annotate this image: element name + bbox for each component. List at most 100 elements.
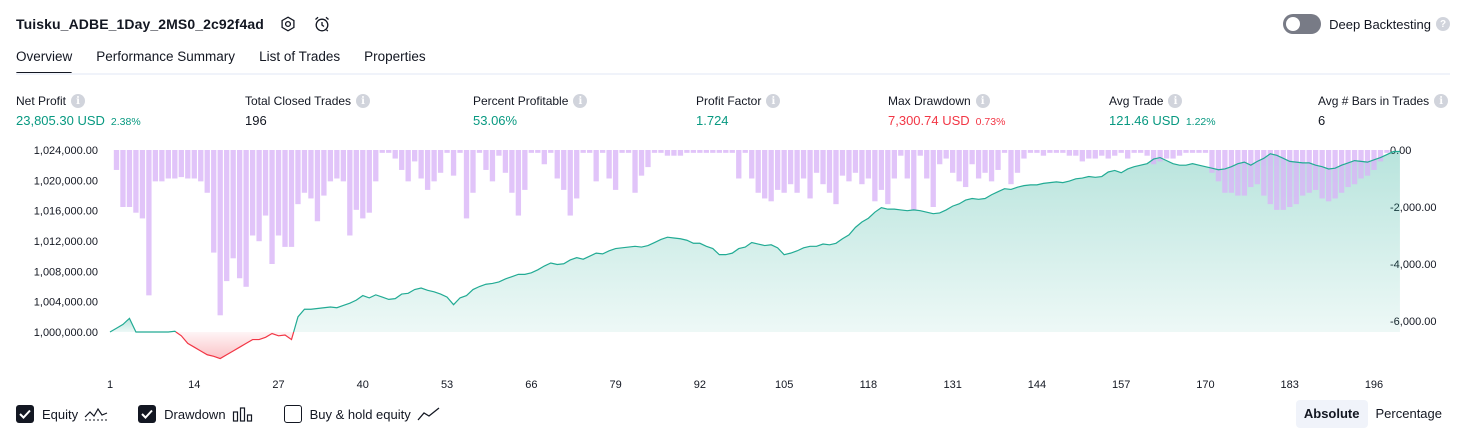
drawdown-bar xyxy=(1313,150,1319,190)
drawdown-bar xyxy=(995,150,1001,170)
metric-label: Max Drawdown xyxy=(888,94,971,108)
drawdown-bar xyxy=(904,150,910,179)
drawdown-bar xyxy=(1027,150,1034,153)
drawdown-bar xyxy=(710,150,716,153)
drawdown-bar xyxy=(185,150,191,179)
drawdown-bar xyxy=(561,150,567,190)
drawdown-bar xyxy=(444,150,450,153)
drawdown-bar xyxy=(872,150,878,202)
percentage-button[interactable]: Percentage xyxy=(1375,406,1443,421)
drawdown-bar xyxy=(781,150,787,193)
info-icon[interactable]: i xyxy=(71,94,86,108)
drawdown-bar xyxy=(256,150,262,242)
equity-drawdown-chart[interactable]: 1,024,000.00 1,020,000.00 1,016,000.00 1,01… xyxy=(0,135,1466,397)
deep-backtesting-control: Deep Backtesting ? xyxy=(1283,13,1450,35)
drawdown-bar xyxy=(943,150,949,159)
drawdown-bar xyxy=(554,150,560,179)
deep-backtesting-toggle[interactable] xyxy=(1283,14,1322,34)
x-axis-tick-label: 131 xyxy=(943,379,961,391)
drawdown-bar xyxy=(522,150,528,190)
legend-drawdown-label: Drawdown xyxy=(164,406,226,422)
drawdown-bar xyxy=(820,150,826,185)
question-mark-icon[interactable]: ? xyxy=(1436,17,1450,31)
drawdown-bar xyxy=(930,150,936,207)
drawdown-bar xyxy=(146,150,152,296)
info-icon[interactable]: i xyxy=(975,94,990,108)
drawdown-bar xyxy=(1364,150,1371,176)
drawdown-bar xyxy=(1137,150,1144,153)
drawdown-bar xyxy=(846,150,852,182)
drawdown-bar xyxy=(606,150,612,179)
tab-properties[interactable]: Properties xyxy=(364,49,426,64)
legend-buy-hold-label: Buy & hold equity xyxy=(309,406,411,422)
drawdown-bar xyxy=(126,150,133,207)
drawdown-bar xyxy=(891,150,897,179)
tabs-divider xyxy=(16,73,1450,75)
drawdown-bar xyxy=(1254,150,1260,185)
drawdown-bar xyxy=(703,150,710,153)
drawdown-bar xyxy=(399,150,405,170)
alarm-clock-icon[interactable] xyxy=(312,14,332,34)
drawdown-bar xyxy=(574,150,580,199)
equity-profit-area xyxy=(293,151,1400,332)
metric-avg-trade: Avg Trade i 121.46 USD 1.22% xyxy=(1109,93,1216,128)
drawdown-bar xyxy=(457,150,463,153)
legend-equity[interactable]: Equity xyxy=(16,405,108,423)
drawdown-bar xyxy=(1319,150,1325,199)
drawdown-bar xyxy=(334,150,340,179)
drawdown-bar xyxy=(982,150,988,173)
metric-max-drawdown: Max Drawdown i 7,300.74 USD 0.73% xyxy=(888,93,1005,128)
tab-overview[interactable]: Overview xyxy=(16,45,73,75)
equity-line-loss xyxy=(175,331,295,360)
drawdown-bar xyxy=(366,150,372,213)
info-icon[interactable]: i xyxy=(1168,94,1183,108)
drawdown-bar xyxy=(852,150,859,173)
drawdown-bar xyxy=(1338,150,1345,193)
info-icon[interactable]: i xyxy=(1434,94,1449,108)
legend-drawdown[interactable]: Drawdown xyxy=(138,405,253,423)
right-axis-tick-label: -6,000.00 xyxy=(1390,316,1436,328)
metric-percent-profitable: Percent Profitable i 53.06% xyxy=(473,93,588,128)
drawdown-bar xyxy=(1125,150,1131,159)
buy-hold-checkbox[interactable] xyxy=(283,405,302,423)
bar-chart-icon xyxy=(232,406,254,422)
drawdown-bar xyxy=(839,150,846,176)
drawdown-bar xyxy=(386,150,392,153)
drawdown-bar xyxy=(502,150,509,173)
tab-list-of-trades[interactable]: List of Trades xyxy=(259,49,341,64)
drawdown-bar xyxy=(755,150,761,193)
drawdown-bar xyxy=(224,150,230,282)
x-axis-tick-label: 157 xyxy=(1112,379,1130,391)
drawdown-bar xyxy=(645,150,651,168)
drawdown-bar xyxy=(321,150,327,196)
info-icon[interactable]: i xyxy=(356,94,371,108)
equity-checkbox[interactable] xyxy=(16,405,34,423)
metric-profit-factor: Profit Factor i 1.724 xyxy=(696,93,781,128)
drawdown-bar xyxy=(1060,150,1066,153)
drawdown-bar xyxy=(463,150,470,219)
drawdown-checkbox[interactable] xyxy=(138,405,157,423)
drawdown-bar xyxy=(308,150,314,199)
settings-icon[interactable] xyxy=(278,14,298,34)
drawdown-bar xyxy=(1157,150,1163,162)
equity-line-profit xyxy=(109,317,177,333)
info-icon[interactable]: i xyxy=(766,94,781,108)
x-axis-tick-label: 92 xyxy=(694,379,706,391)
drawdown-bar xyxy=(282,150,288,247)
drawdown-bar xyxy=(437,150,444,173)
info-icon[interactable]: i xyxy=(573,94,588,108)
drawdown-bar xyxy=(1384,150,1390,153)
x-axis-tick-label: 66 xyxy=(525,379,537,391)
tab-performance-summary[interactable]: Performance Summary xyxy=(96,49,236,64)
legend-buy-hold[interactable]: Buy & hold equity xyxy=(283,405,441,423)
metric-label: Total Closed Trades xyxy=(245,94,352,108)
metric-percent: 2.38% xyxy=(110,116,141,128)
drawdown-bar xyxy=(800,150,807,179)
drawdown-bar xyxy=(684,150,690,153)
drawdown-bar xyxy=(476,150,483,153)
left-axis-tick-label: 1,012,000.00 xyxy=(34,236,98,248)
absolute-button[interactable]: Absolute xyxy=(1295,400,1368,428)
left-axis-tick-label: 1,004,000.00 xyxy=(34,297,98,309)
drawdown-bar xyxy=(1086,150,1092,159)
drawdown-bar xyxy=(1053,150,1060,153)
